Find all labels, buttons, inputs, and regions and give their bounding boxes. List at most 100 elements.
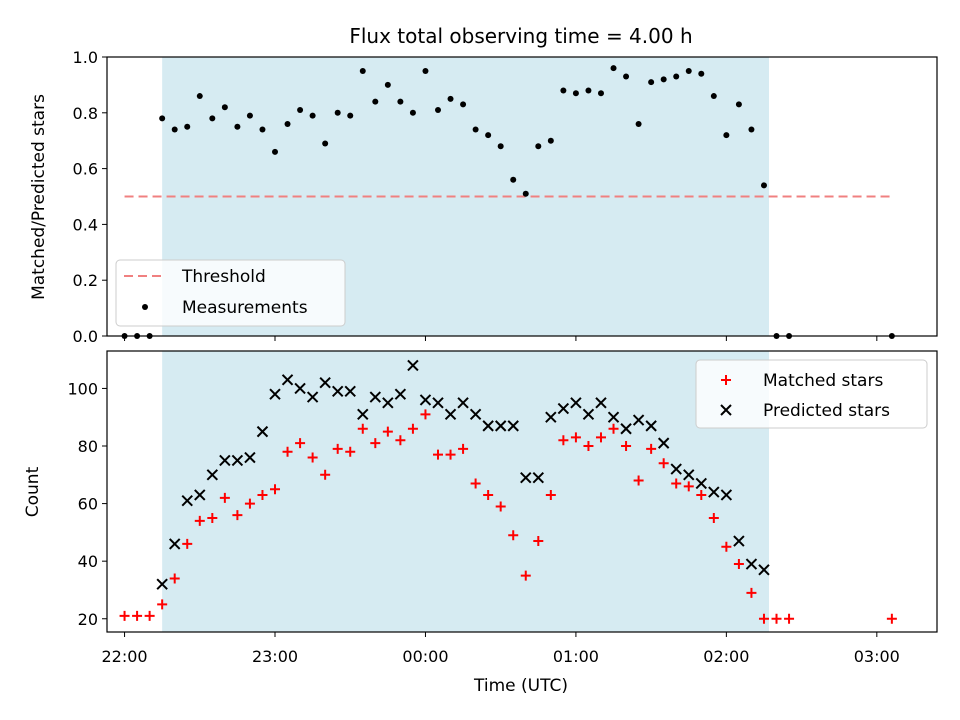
- measurement-point: [673, 73, 680, 80]
- predicted-star-point: [582, 408, 595, 421]
- measurement-point: [560, 87, 567, 94]
- predicted-star-point: [394, 388, 407, 400]
- predicted-star-point: [344, 385, 356, 398]
- measurement-point: [735, 101, 742, 108]
- matched-star-point: [219, 492, 230, 503]
- matched-star-point: [207, 512, 218, 523]
- predicted-star-point: [294, 382, 306, 395]
- matched-star-point: [583, 441, 594, 452]
- measurement-point: [422, 67, 429, 74]
- legend-label: Predicted stars: [763, 401, 890, 421]
- measurement-point: [434, 107, 441, 114]
- legend-box: [115, 259, 346, 327]
- measurement-point: [497, 143, 504, 150]
- predicted-star-point: [532, 471, 545, 484]
- measurement-point: [685, 67, 692, 74]
- measurement-point: [334, 109, 341, 116]
- measurement-point: [535, 143, 542, 150]
- matched-star-point: [621, 441, 632, 452]
- bottom-panel: 20 40 60 80 100 22:00 23:00 00:00 01:00 02:00 03:0…: [67, 350, 938, 666]
- matched-star-point: [886, 613, 897, 624]
- matched-star-point: [307, 452, 318, 463]
- predicted-star-point: [720, 489, 733, 501]
- measurement-point: [359, 67, 366, 74]
- measurement-point: [409, 109, 416, 116]
- measurement-point: [221, 104, 228, 111]
- measurement-point: [748, 126, 755, 133]
- matched-star-point: [345, 446, 356, 457]
- matched-star-point: [483, 489, 494, 500]
- y-tick-label: 0.6: [73, 160, 98, 179]
- measurement-point: [710, 93, 717, 100]
- measurement-point: [623, 73, 630, 80]
- x-tick-label: 02:00: [703, 647, 749, 666]
- predicted-star-point: [507, 420, 519, 432]
- y-tick-label: 20: [78, 610, 98, 629]
- matched-star-point: [182, 538, 193, 549]
- predicted-star-point: [670, 463, 682, 475]
- y-tick-label: 1.0: [73, 48, 98, 67]
- predicted-star-point: [281, 374, 294, 386]
- predicted-star-point: [219, 454, 231, 467]
- measurement-point: [196, 93, 203, 100]
- predicted-star-point: [620, 423, 632, 435]
- predicted-star-point: [570, 397, 582, 409]
- measurement-point: [384, 81, 391, 88]
- predicted-star-point: [407, 359, 419, 372]
- matched-star-point: [683, 481, 694, 492]
- matched-star-point: [445, 449, 456, 460]
- measurement-point: [760, 182, 767, 189]
- predicted-star-point: [432, 397, 444, 409]
- measurement-point: [648, 79, 655, 86]
- predicted-star-point: [469, 408, 482, 421]
- matched-star-point: [132, 610, 143, 621]
- y-tick-label: 0.0: [73, 327, 98, 346]
- matched-star-point: [520, 570, 531, 581]
- predicted-star-point: [194, 489, 206, 501]
- matched-star-point: [320, 469, 331, 480]
- matched-star-point: [282, 446, 293, 457]
- legend-box: [695, 359, 928, 429]
- matched-star-point: [558, 435, 569, 446]
- y-tick-label: 80: [78, 437, 98, 456]
- predicted-star-point: [645, 420, 657, 432]
- matched-star-point: [696, 489, 707, 500]
- predicted-star-point: [457, 397, 469, 409]
- predicted-star-point: [444, 408, 457, 421]
- predicted-star-point: [256, 425, 269, 438]
- x-tick-label: 03:00: [854, 647, 900, 666]
- predicted-star-point: [306, 391, 319, 403]
- matched-star-point: [508, 530, 519, 541]
- matched-star-point: [708, 512, 719, 523]
- y-tick-label: 40: [78, 552, 98, 571]
- matched-star-point: [458, 443, 469, 454]
- predicted-star-point: [607, 411, 620, 423]
- predicted-star-point: [156, 578, 168, 590]
- predicted-star-point: [244, 451, 256, 464]
- predicted-star-point: [758, 564, 770, 576]
- measurement-point: [397, 98, 404, 105]
- legend: Threshold Measurements: [115, 259, 346, 327]
- measurement-point: [660, 76, 667, 83]
- measurement-point: [585, 87, 592, 94]
- predicted-star-point: [206, 469, 219, 481]
- y-tick-label: 60: [78, 495, 98, 514]
- measurement-point: [472, 126, 479, 133]
- matched-star-point: [721, 541, 732, 552]
- x-tick-label: 00:00: [402, 647, 448, 666]
- legend-label: Measurements: [182, 298, 308, 318]
- y-tick-label: 0.4: [73, 215, 98, 234]
- matched-star-point: [357, 423, 368, 434]
- top-y-axis-label: Matched/Predicted stars: [29, 94, 49, 300]
- predicted-star-point: [382, 397, 394, 409]
- legend: Matched stars Predicted stars: [695, 359, 928, 429]
- matched-star-point: [169, 573, 180, 584]
- legend-measurement-swatch: [142, 304, 148, 310]
- measurement-point: [246, 112, 253, 119]
- predicted-star-point: [557, 402, 570, 415]
- measurement-point: [259, 126, 266, 133]
- predicted-star-point: [695, 477, 707, 490]
- matched-star-point: [646, 443, 657, 454]
- x-tick-label: 23:00: [252, 647, 298, 666]
- predicted-star-point: [319, 376, 331, 389]
